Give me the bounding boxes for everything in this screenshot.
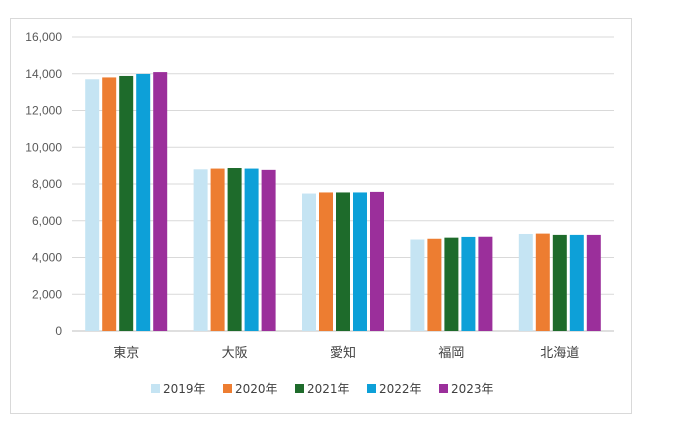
legend-swatch — [151, 384, 160, 393]
bar — [336, 192, 350, 331]
bar — [193, 169, 208, 331]
y-tick-label: 10,000 — [25, 140, 62, 154]
x-category-label: 北海道 — [540, 346, 579, 361]
y-tick-label: 14,000 — [25, 67, 62, 81]
y-tick-label: 16,000 — [25, 30, 62, 44]
bar — [319, 192, 333, 331]
bar — [261, 169, 276, 331]
legend-swatch — [223, 384, 232, 393]
bars — [85, 72, 601, 331]
bar — [586, 234, 601, 331]
y-axis-tick-labels: 0 2,000 4,000 6,000 8,000 10,000 12,000 14,000 1… — [25, 30, 62, 338]
bar — [102, 77, 117, 331]
y-tick-label: 2,000 — [32, 287, 62, 301]
y-tick-label: 8,000 — [32, 177, 62, 191]
bar — [569, 234, 584, 331]
bar — [410, 239, 425, 331]
x-category-label: 福岡 — [438, 346, 464, 361]
legend-swatch — [295, 384, 304, 393]
x-category-label: 大阪 — [222, 346, 248, 361]
bar — [427, 238, 442, 331]
bar — [85, 79, 100, 331]
bar — [535, 233, 550, 331]
y-tick-label: 12,000 — [25, 104, 62, 118]
bar — [370, 191, 384, 331]
bar — [353, 192, 367, 331]
bar — [302, 193, 316, 331]
x-axis-category-labels: 東京 大阪 愛知 福岡 北海道 — [113, 345, 579, 361]
x-category-label: 愛知 — [330, 345, 356, 361]
bar — [119, 75, 134, 331]
legend-label: 2022年 — [379, 382, 422, 396]
bar — [210, 168, 225, 331]
bar — [136, 73, 151, 331]
bar — [244, 168, 259, 331]
y-tick-label: 6,000 — [32, 214, 62, 228]
legend-label: 2023年 — [451, 382, 494, 396]
bar — [153, 72, 168, 331]
bar — [444, 237, 459, 331]
legend-label: 2020年 — [235, 382, 278, 396]
y-tick-label: 4,000 — [32, 251, 62, 265]
legend-label: 2021年 — [307, 382, 350, 396]
legend: 2019年 2020年 2021年 2022年 2023年 — [151, 382, 494, 396]
bar — [461, 236, 476, 331]
legend-swatch — [367, 384, 376, 393]
legend-label: 2019年 — [163, 382, 206, 396]
bar — [552, 234, 567, 331]
y-tick-label: 0 — [55, 324, 62, 338]
bar — [518, 233, 533, 331]
bar — [227, 168, 242, 331]
bar — [478, 236, 493, 331]
x-category-label: 東京 — [113, 345, 139, 361]
legend-swatch — [439, 384, 448, 393]
